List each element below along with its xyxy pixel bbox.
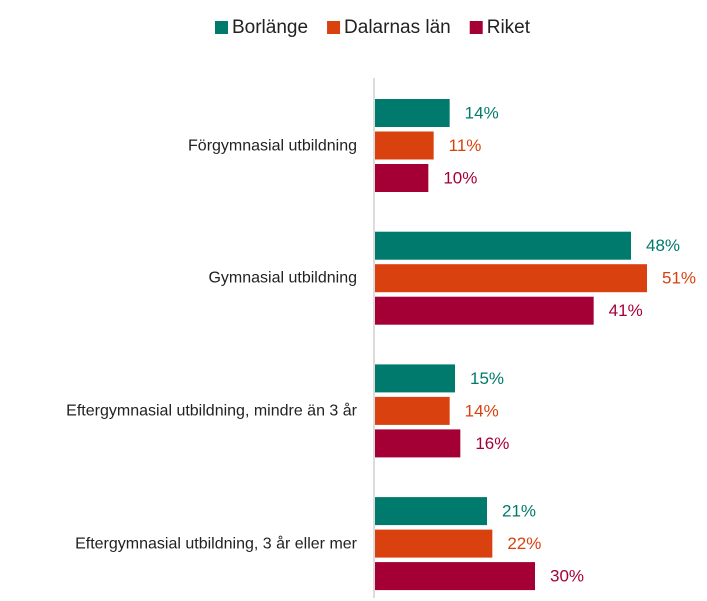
bar: [375, 529, 493, 558]
bar: [375, 264, 647, 293]
bar: [375, 364, 455, 393]
bar: [375, 429, 461, 458]
category-label: Eftergymnasial utbildning, 3 år eller me…: [75, 533, 357, 554]
value-label: 10%: [443, 168, 477, 187]
value-label: 15%: [470, 369, 504, 388]
legend-label: Dalarnas län: [344, 17, 451, 38]
bar: [375, 99, 450, 127]
legend-label: Riket: [487, 17, 531, 38]
category-label: Eftergymnasial utbildning, mindre än 3 å…: [66, 400, 357, 421]
value-label: 41%: [609, 301, 643, 320]
bar: [375, 231, 631, 260]
legend-swatch: [214, 21, 228, 34]
category-text: Eftergymnasial utbildning, mindre än 3 å…: [66, 402, 357, 420]
value-label: 30%: [550, 567, 584, 586]
category-text: Eftergymnasial utbildning, 3 år eller me…: [75, 535, 357, 553]
value-label: 22%: [507, 534, 541, 553]
value-label: 48%: [646, 236, 680, 255]
bar: [375, 497, 487, 526]
value-label: 14%: [465, 103, 499, 122]
bar: [375, 296, 594, 325]
category-label: Förgymnasial utbildning: [188, 135, 357, 156]
value-label: 21%: [502, 502, 536, 521]
value-label: 11%: [449, 136, 482, 155]
bar: [375, 131, 434, 160]
value-label: 14%: [465, 401, 499, 420]
legend-swatch: [469, 21, 483, 34]
legend-label: Borlänge: [232, 17, 308, 38]
bar: [375, 396, 450, 425]
category-text: Förgymnasial utbildning: [188, 137, 357, 154]
value-label: 51%: [662, 269, 696, 288]
value-label: 16%: [475, 434, 509, 453]
category-text: Gymnasial utbildning: [208, 269, 357, 287]
bar: [375, 164, 429, 192]
category-label: Gymnasial utbildning: [208, 268, 357, 289]
legend-swatch: [327, 21, 341, 34]
bar: [375, 562, 535, 591]
